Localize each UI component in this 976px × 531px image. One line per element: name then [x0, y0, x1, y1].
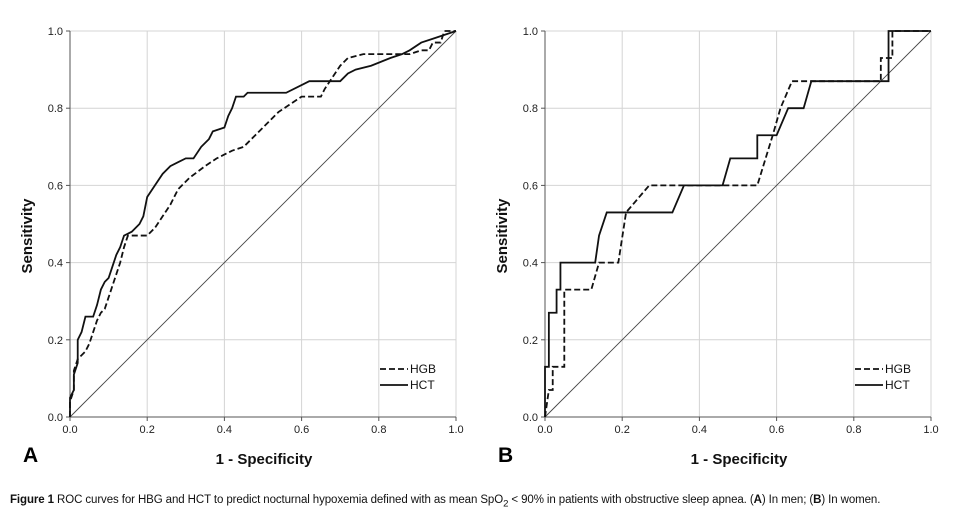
x-tick-label: 0.4: [217, 424, 232, 436]
series-line-hgb: [544, 30, 931, 418]
panel-b-chart: 0.0 0.2 0.4 0.6 0.8 1.0 0.0 0.2 0.4 0.6 0.8 1.0 1 - …: [494, 26, 939, 468]
series-line-hgb: [69, 30, 456, 417]
caption-subscript: 2: [503, 498, 509, 510]
series-line-hct: [544, 30, 931, 417]
panel-a-chart: 0.0 0.2 0.4 0.6 0.8 1.0 0.0 0.2 0.4 0.6 0.8 1.0 1 - …: [19, 26, 464, 468]
caption-text-women: ) In women.: [821, 494, 881, 506]
caption-text-1: ROC curves for HBG and HCT to predict no…: [53, 494, 504, 506]
caption-text-men: ) In men; (: [761, 494, 814, 506]
x-axis-title: 1 - Specificity: [691, 451, 788, 468]
x-tick-label: 0.0: [62, 424, 77, 436]
caption-label-a: A: [753, 494, 762, 506]
x-tick-label: 0.6: [294, 424, 309, 436]
panel-label: B: [498, 444, 513, 467]
x-tick-label: 1.0: [923, 424, 938, 436]
legend-label-hgb: HGB: [410, 362, 436, 376]
legend-label-hgb: HGB: [885, 362, 911, 376]
y-tick-label: 0.6: [48, 180, 63, 192]
x-tick-label: 0.8: [846, 424, 861, 436]
caption-label-b: B: [813, 494, 822, 506]
caption-text-2: < 90% in patients with obstructive sleep…: [508, 494, 754, 506]
y-tick-label: 0.8: [523, 103, 538, 115]
x-tick-label: 0.6: [769, 424, 784, 436]
caption-lead: Figure 1: [10, 494, 54, 506]
y-tick-label: 0.0: [523, 412, 538, 424]
y-tick-label: 0.8: [48, 103, 63, 115]
y-tick-label: 0.4: [48, 258, 63, 270]
y-axis-title: Sensitivity: [494, 198, 511, 274]
y-tick-label: 0.0: [48, 412, 63, 424]
y-tick-label: 0.2: [523, 335, 538, 347]
legend-label-hct: HCT: [410, 378, 435, 392]
x-tick-label: 0.2: [615, 424, 630, 436]
reference-diagonal-line: [544, 30, 932, 418]
y-axis-title: Sensitivity: [19, 198, 36, 274]
y-tick-label: 0.2: [48, 335, 63, 347]
x-tick-label: 0.2: [140, 424, 155, 436]
figure-caption: Figure 1 ROC curves for HBG and HCT to p…: [10, 494, 972, 509]
x-axis-title: 1 - Specificity: [216, 451, 313, 468]
x-tick-label: 0.0: [537, 424, 552, 436]
y-tick-label: 1.0: [48, 26, 63, 38]
x-tick-label: 0.4: [692, 424, 707, 436]
reference-diagonal-line: [69, 30, 457, 418]
panel-label: A: [23, 444, 38, 467]
legend-label-hct: HCT: [885, 378, 910, 392]
series-line-hct: [69, 30, 457, 417]
x-tick-label: 1.0: [448, 424, 463, 436]
y-tick-label: 0.6: [523, 180, 538, 192]
y-tick-label: 1.0: [523, 26, 538, 38]
x-tick-label: 0.8: [371, 424, 386, 436]
y-tick-label: 0.4: [523, 258, 538, 270]
